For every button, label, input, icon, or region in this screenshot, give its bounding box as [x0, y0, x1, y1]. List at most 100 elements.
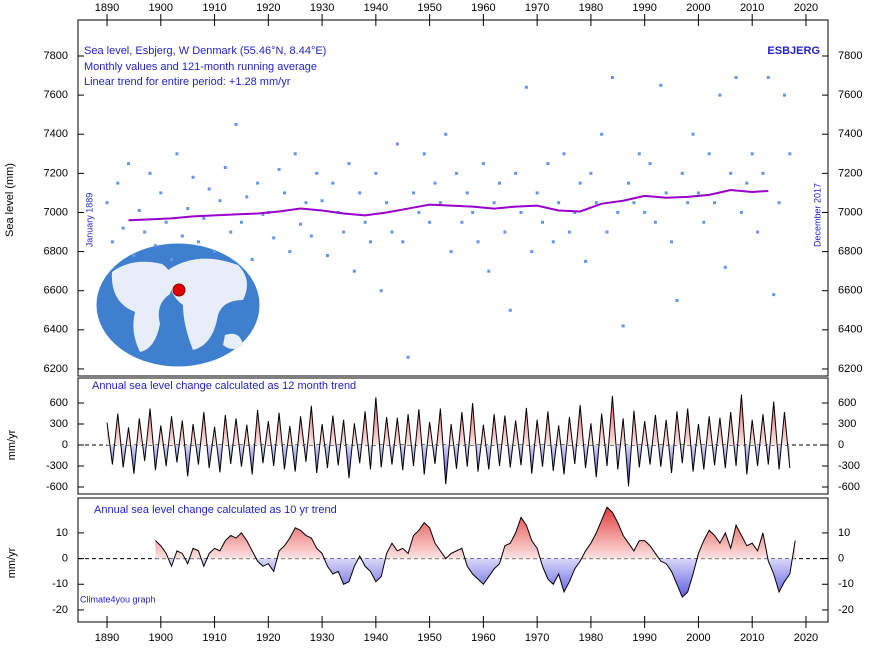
data-point	[229, 230, 233, 234]
data-point	[578, 181, 582, 185]
x-tick-label: 1940	[364, 2, 388, 14]
data-point	[471, 210, 475, 214]
data-point	[132, 254, 136, 258]
running-average	[128, 188, 769, 222]
x-tick-label: 2010	[740, 632, 764, 644]
data-point	[153, 244, 157, 248]
data-point	[519, 210, 523, 214]
y-tick-label-right: -10	[838, 578, 854, 590]
y-tick-label-right: -20	[838, 604, 854, 616]
data-point	[121, 226, 125, 230]
data-point	[401, 240, 405, 244]
data-point	[180, 234, 184, 238]
y-tick-label-right: 0	[838, 439, 844, 451]
data-point	[460, 220, 464, 224]
x-tick-label: 2010	[740, 2, 764, 14]
y-tick-label-right: 7000	[838, 206, 862, 218]
y-tick-label: 10	[56, 527, 68, 539]
data-point	[196, 240, 200, 244]
data-point	[379, 289, 383, 293]
data-point	[325, 254, 329, 258]
data-point	[707, 152, 711, 156]
data-point	[541, 220, 545, 224]
area-line	[106, 394, 791, 487]
data-point	[454, 171, 458, 175]
data-point	[535, 191, 539, 195]
data-point	[170, 257, 174, 261]
x-tick-label: 1910	[202, 632, 226, 644]
data-point	[503, 230, 507, 234]
x-tick-label: 1980	[579, 2, 603, 14]
y-tick-label: 7800	[44, 50, 68, 62]
x-tick-label: 1950	[417, 632, 441, 644]
data-point	[320, 199, 324, 203]
data-point	[637, 152, 641, 156]
y-tick-label: 6200	[44, 363, 68, 375]
data-point	[374, 171, 378, 175]
x-tick-label: 1920	[256, 632, 280, 644]
data-point	[573, 210, 577, 214]
data-point	[492, 201, 496, 205]
y-tick-label: 6800	[44, 246, 68, 258]
data-point	[363, 220, 367, 224]
data-point	[621, 324, 625, 328]
y-tick-label: 7400	[44, 128, 68, 140]
data-point	[562, 152, 566, 156]
y-tick-label-right: 6800	[838, 246, 862, 258]
data-point	[110, 240, 114, 244]
x-tick-label: 1890	[95, 2, 119, 14]
data-point	[164, 220, 168, 224]
data-point	[213, 250, 217, 254]
data-point	[766, 76, 770, 80]
y-tick-label-right: 7400	[838, 128, 862, 140]
data-point	[245, 195, 249, 199]
data-point	[594, 201, 598, 205]
y-tick-label: 0	[62, 552, 68, 564]
data-point	[143, 230, 147, 234]
x-tick-label: 1930	[310, 2, 334, 14]
y-tick-label-right: 0	[838, 552, 844, 564]
y-tick-label-right: 600	[838, 397, 856, 409]
data-point	[207, 187, 211, 191]
y-tick-label-right: -600	[838, 481, 860, 493]
data-point	[530, 250, 534, 254]
data-point	[411, 191, 415, 195]
data-point	[745, 181, 749, 185]
data-point	[428, 220, 432, 224]
data-point	[782, 93, 786, 97]
data-point	[304, 201, 308, 205]
data-point	[739, 210, 743, 214]
start-label: January 1889	[84, 193, 94, 248]
data-point	[282, 191, 286, 195]
data-point	[127, 162, 131, 166]
x-tick-label: 1900	[149, 2, 173, 14]
data-point	[589, 171, 593, 175]
x-tick-label: 2000	[686, 2, 710, 14]
x-tick-label: 2020	[794, 2, 818, 14]
data-point	[481, 162, 485, 166]
data-point	[105, 201, 109, 205]
data-point	[261, 212, 265, 216]
y-tick-label-right: 300	[838, 418, 856, 430]
y-tick-label: -300	[46, 460, 68, 472]
end-label: December 2017	[812, 183, 822, 247]
data-point	[788, 152, 792, 156]
data-point	[465, 191, 469, 195]
x-tick-label: 1960	[471, 632, 495, 644]
data-point	[734, 76, 738, 80]
data-point	[508, 308, 512, 312]
data-point	[627, 181, 631, 185]
y-tick-label: 300	[50, 418, 68, 430]
y-tick-label-right: 6200	[838, 363, 862, 375]
data-point	[250, 257, 254, 261]
y-tick-label-right: 7200	[838, 167, 862, 179]
x-tick-label: 1890	[95, 632, 119, 644]
x-tick-label: 1960	[471, 2, 495, 14]
data-point	[659, 83, 663, 87]
y-axis-label: mm/yr	[6, 547, 18, 578]
data-point	[175, 152, 179, 156]
y-tick-label: -600	[46, 481, 68, 493]
x-tick-label: 1990	[632, 2, 656, 14]
data-point	[664, 191, 668, 195]
data-point	[288, 250, 292, 254]
